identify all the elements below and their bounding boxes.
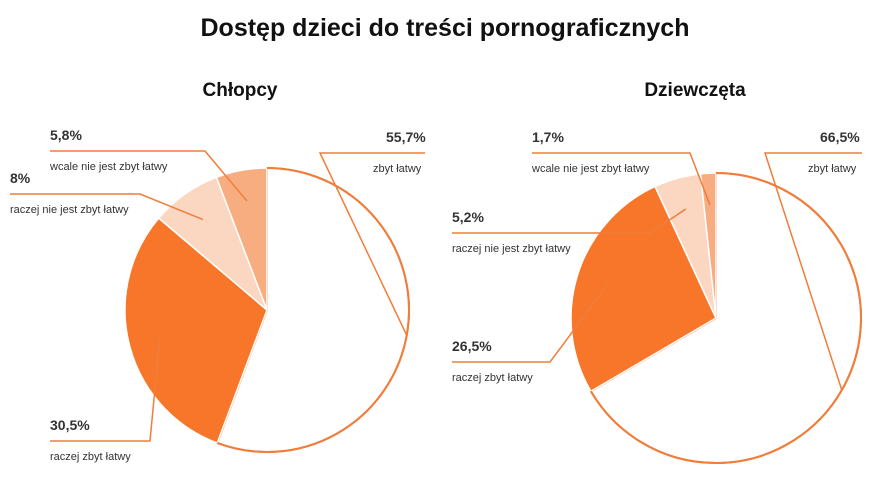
chart-title-dziewczeta: Dziewczęta	[644, 80, 746, 101]
leader-line	[50, 337, 161, 442]
leader-line	[763, 152, 862, 391]
page-title: Dostęp dzieci do treści pornograficznych	[200, 14, 690, 42]
data-label-value: 5,8%	[50, 127, 82, 143]
slice-raczej-zbyt-latwy	[124, 217, 268, 444]
data-label-category: wcale nie jest zbyt łatwy	[531, 163, 650, 175]
slice-wcale-nie	[699, 172, 717, 319]
slice-raczej-zbyt-latwy	[570, 185, 717, 393]
slice-wcale-nie	[215, 167, 268, 311]
leader-line	[532, 152, 711, 206]
data-label-value: 8%	[10, 170, 31, 186]
data-label-category: raczej zbyt łatwy	[50, 451, 131, 463]
data-label-value: 66,5%	[820, 129, 860, 145]
leader-line	[452, 283, 609, 363]
leader-line	[318, 152, 425, 336]
leader-line	[10, 193, 204, 221]
data-label-value: 30,5%	[50, 417, 90, 433]
data-label-value: 26,5%	[452, 338, 492, 354]
chart-title-chlopcy: Chłopcy	[202, 80, 278, 101]
leader-line	[452, 208, 687, 234]
data-label-value: 1,7%	[532, 129, 564, 145]
data-label-category: raczej zbyt łatwy	[452, 372, 533, 384]
data-label-value: 55,7%	[386, 129, 426, 145]
data-label-value: 5,2%	[452, 209, 484, 225]
data-label-category: zbyt łatwy	[373, 163, 422, 175]
data-label-category: wcale nie jest zbyt łatwy	[49, 161, 168, 173]
data-label-category: zbyt łatwy	[808, 163, 857, 175]
data-label-category: raczej nie jest zbyt łatwy	[452, 243, 571, 255]
leader-line	[50, 150, 248, 202]
data-label-category: raczej nie jest zbyt łatwy	[10, 204, 129, 216]
